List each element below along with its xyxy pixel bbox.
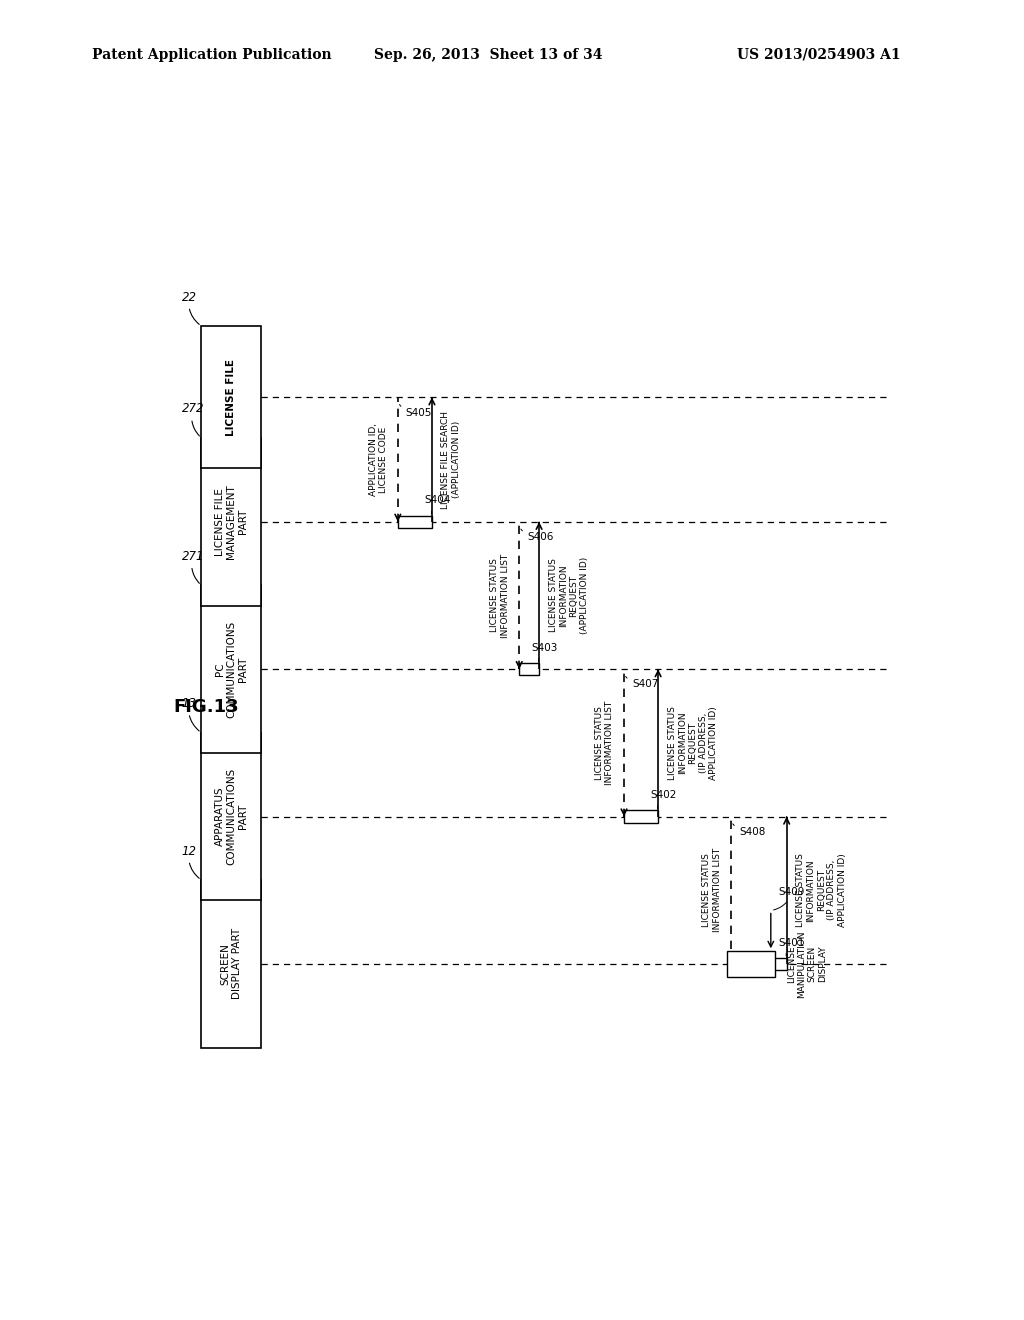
Text: S402: S402 <box>650 791 677 809</box>
Text: PC
COMMUNICATIONS
PART: PC COMMUNICATIONS PART <box>215 620 248 718</box>
Text: APPARATUS
COMMUNICATIONS
PART: APPARATUS COMMUNICATIONS PART <box>215 768 248 865</box>
Text: 13: 13 <box>181 697 200 731</box>
Text: S401: S401 <box>778 937 805 956</box>
Text: 22: 22 <box>181 290 200 325</box>
Text: 271: 271 <box>181 550 204 583</box>
Text: LICENSE
MANIPULATION
SCREEN
DISPLAY: LICENSE MANIPULATION SCREEN DISPLAY <box>786 931 827 998</box>
Text: S408: S408 <box>733 824 766 837</box>
Bar <box>202 880 261 1048</box>
Bar <box>731 958 786 970</box>
Text: LICENSE STATUS
INFORMATION LIST: LICENSE STATUS INFORMATION LIST <box>702 847 722 932</box>
Text: Sep. 26, 2013  Sheet 13 of 34: Sep. 26, 2013 Sheet 13 of 34 <box>374 48 602 62</box>
Bar <box>727 952 775 977</box>
Text: US 2013/0254903 A1: US 2013/0254903 A1 <box>737 48 901 62</box>
Text: Patent Application Publication: Patent Application Publication <box>92 48 332 62</box>
Text: S409: S409 <box>773 887 805 909</box>
Text: APPLICATION ID,
LICENSE CODE: APPLICATION ID, LICENSE CODE <box>369 422 388 496</box>
Text: LICENSE STATUS
INFORMATION
REQUEST
(APPLICATION ID): LICENSE STATUS INFORMATION REQUEST (APPL… <box>549 557 589 634</box>
Text: 12: 12 <box>181 845 200 878</box>
Text: SCREEN
DISPLAY PART: SCREEN DISPLAY PART <box>220 928 242 999</box>
Text: S404: S404 <box>424 495 451 513</box>
Text: LICENSE STATUS
INFORMATION LIST: LICENSE STATUS INFORMATION LIST <box>490 553 510 638</box>
Text: LICENSE FILE: LICENSE FILE <box>226 359 237 436</box>
Text: LICENSE STATUS
INFORMATION
REQUEST
(IP ADDRESS,
APPLICATION ID): LICENSE STATUS INFORMATION REQUEST (IP A… <box>797 853 847 927</box>
Text: S406: S406 <box>521 529 554 543</box>
Text: S405: S405 <box>399 405 432 417</box>
Bar <box>202 326 261 469</box>
Bar <box>202 438 261 606</box>
Bar <box>519 663 539 676</box>
Bar <box>202 585 261 752</box>
Text: S407: S407 <box>626 676 658 689</box>
Bar <box>202 733 261 900</box>
Text: LICENSE FILE SEARCH
(APPLICATION ID): LICENSE FILE SEARCH (APPLICATION ID) <box>441 411 461 508</box>
Text: 272: 272 <box>181 403 204 436</box>
Text: LICENSE STATUS
INFORMATION LIST: LICENSE STATUS INFORMATION LIST <box>595 701 614 785</box>
Text: LICENSE STATUS
INFORMATION
REQUEST
(IP ADDRESS,
APPLICATION ID): LICENSE STATUS INFORMATION REQUEST (IP A… <box>668 706 718 780</box>
Text: S403: S403 <box>531 643 557 661</box>
Bar <box>397 516 432 528</box>
Text: FIG.13: FIG.13 <box>173 698 239 717</box>
Text: LICENSE FILE
MANAGEMENT
PART: LICENSE FILE MANAGEMENT PART <box>215 484 248 560</box>
Bar <box>624 810 658 822</box>
